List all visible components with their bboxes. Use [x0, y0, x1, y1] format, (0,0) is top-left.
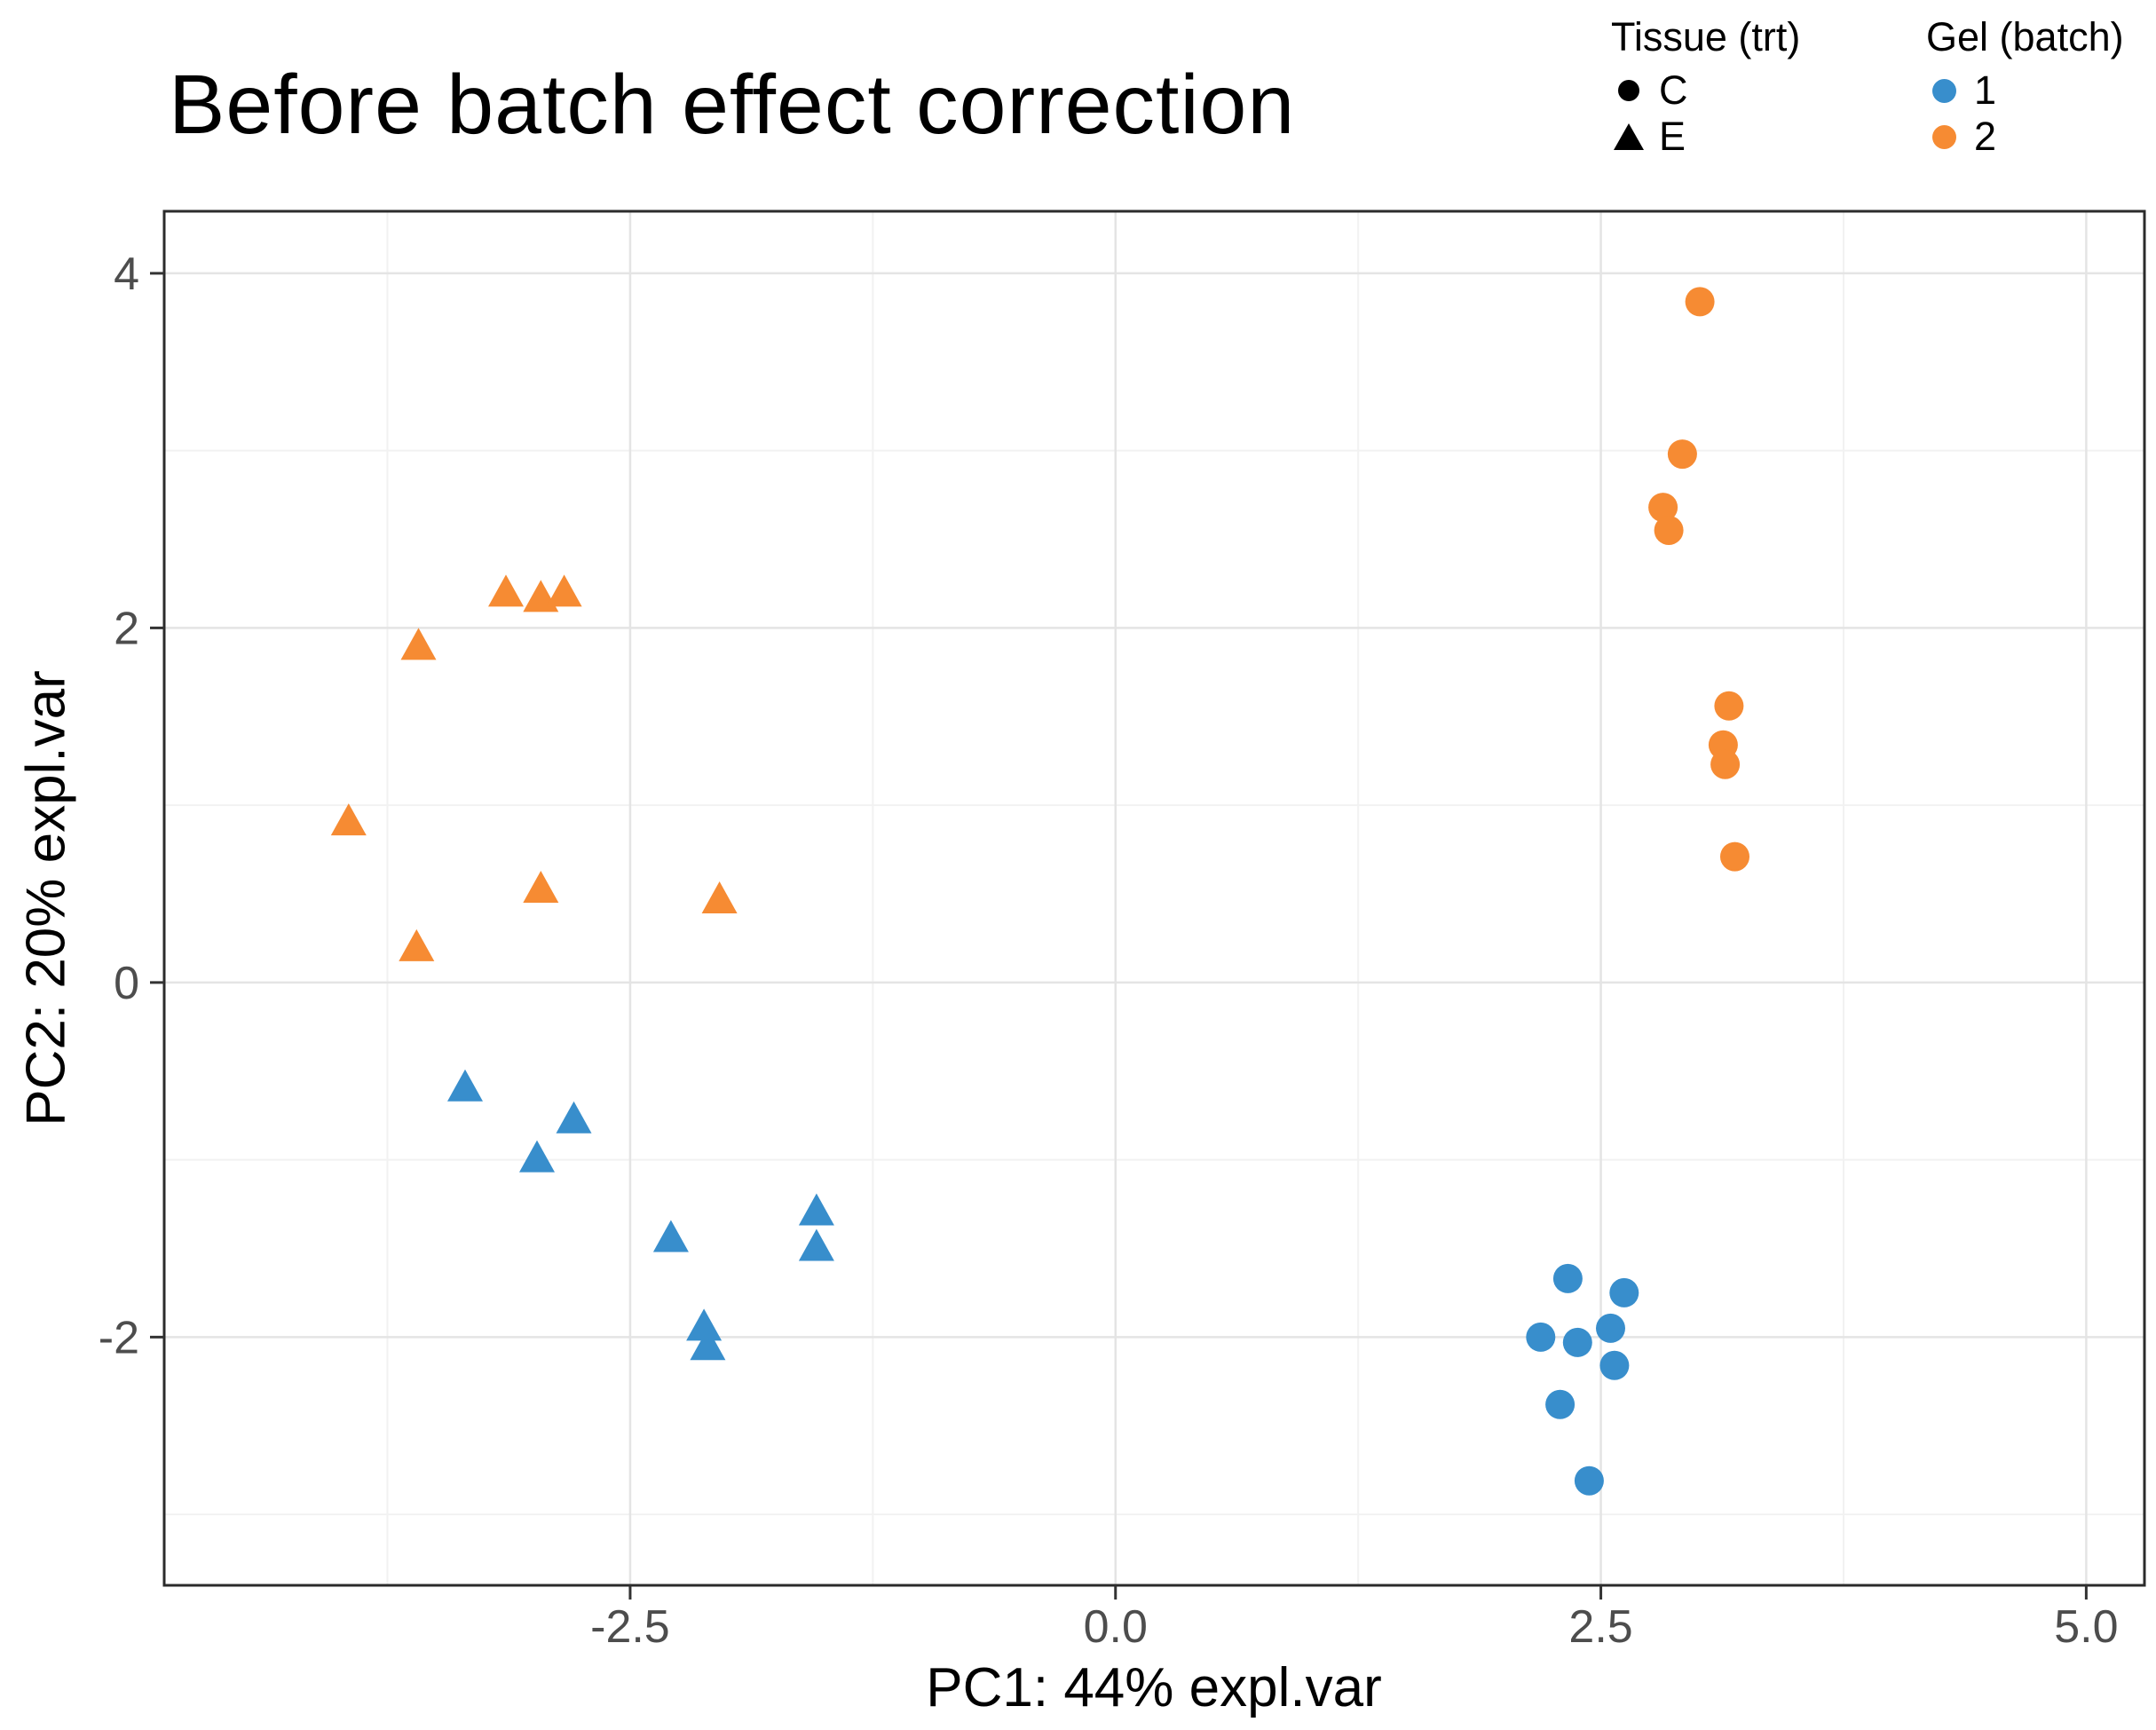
data-point [1562, 1327, 1592, 1357]
legend-gel-title: Gel (batch) [1926, 14, 2124, 59]
legend-item-tissue-e: E [1611, 114, 1800, 160]
y-tick-label: 2 [114, 604, 139, 655]
data-point [1574, 1465, 1604, 1496]
data-point [447, 1069, 483, 1102]
legend-item-gel-2: 2 [1926, 114, 2124, 160]
data-point [1648, 493, 1678, 523]
data-point [488, 574, 524, 607]
y-axis-label: PC2: 20% expl.var [15, 670, 77, 1126]
data-point [690, 1328, 726, 1361]
plot-panel [164, 211, 2144, 1585]
data-point [1545, 1389, 1576, 1419]
data-point [1667, 439, 1697, 470]
panel-border [162, 209, 2146, 1587]
data-point [652, 1220, 689, 1252]
data-point [1596, 1313, 1625, 1343]
data-point [1526, 1322, 1556, 1352]
legend-tissue-title: Tissue (trt) [1611, 14, 1801, 59]
legend-item-label: C [1659, 67, 1688, 113]
data-point [686, 1308, 723, 1341]
data-point [1710, 749, 1741, 779]
orange-dot-icon [1926, 124, 1962, 149]
data-point [1552, 1263, 1583, 1293]
x-tick-label: -2.5 [590, 1601, 670, 1653]
legend-tissue: Tissue (trt) C E [1611, 14, 1800, 160]
data-point [519, 1140, 555, 1173]
data-point [798, 1228, 834, 1261]
data-point [523, 871, 559, 903]
y-tick-label: 4 [114, 249, 139, 300]
circle-shape-icon [1611, 80, 1647, 101]
page-title: Before batch effect correction [169, 58, 1296, 152]
legend-item-tissue-c: C [1611, 67, 1800, 114]
legend-item-label: 1 [1974, 67, 1997, 113]
data-point [701, 881, 738, 913]
data-point [1599, 1350, 1630, 1380]
data-point [1654, 516, 1684, 545]
data-point [1720, 841, 1749, 872]
x-tick-label: 2.5 [1568, 1601, 1632, 1653]
data-point [798, 1193, 834, 1226]
blue-dot-icon [1926, 78, 1962, 103]
data-point [556, 1101, 592, 1134]
legend-item-gel-1: 1 [1926, 67, 2124, 114]
data-point [400, 628, 437, 660]
triangle-shape-icon [1611, 123, 1647, 150]
x-axis-label: PC1: 44% expl.var [926, 1657, 1382, 1718]
data-point [1685, 287, 1715, 317]
data-point [546, 574, 582, 607]
legend-item-label: 2 [1974, 114, 1997, 159]
y-tick-label: -2 [99, 1313, 139, 1364]
legend-gel: Gel (batch) 1 2 [1926, 14, 2124, 160]
x-tick-label: 0.0 [1084, 1601, 1148, 1653]
y-tick-label: 0 [114, 958, 139, 1009]
data-point [1609, 1277, 1639, 1307]
x-tick-label: 5.0 [2054, 1601, 2118, 1653]
data-point [399, 928, 435, 961]
legend-item-label: E [1659, 114, 1686, 159]
data-point [1714, 691, 1744, 721]
data-point [330, 803, 367, 836]
